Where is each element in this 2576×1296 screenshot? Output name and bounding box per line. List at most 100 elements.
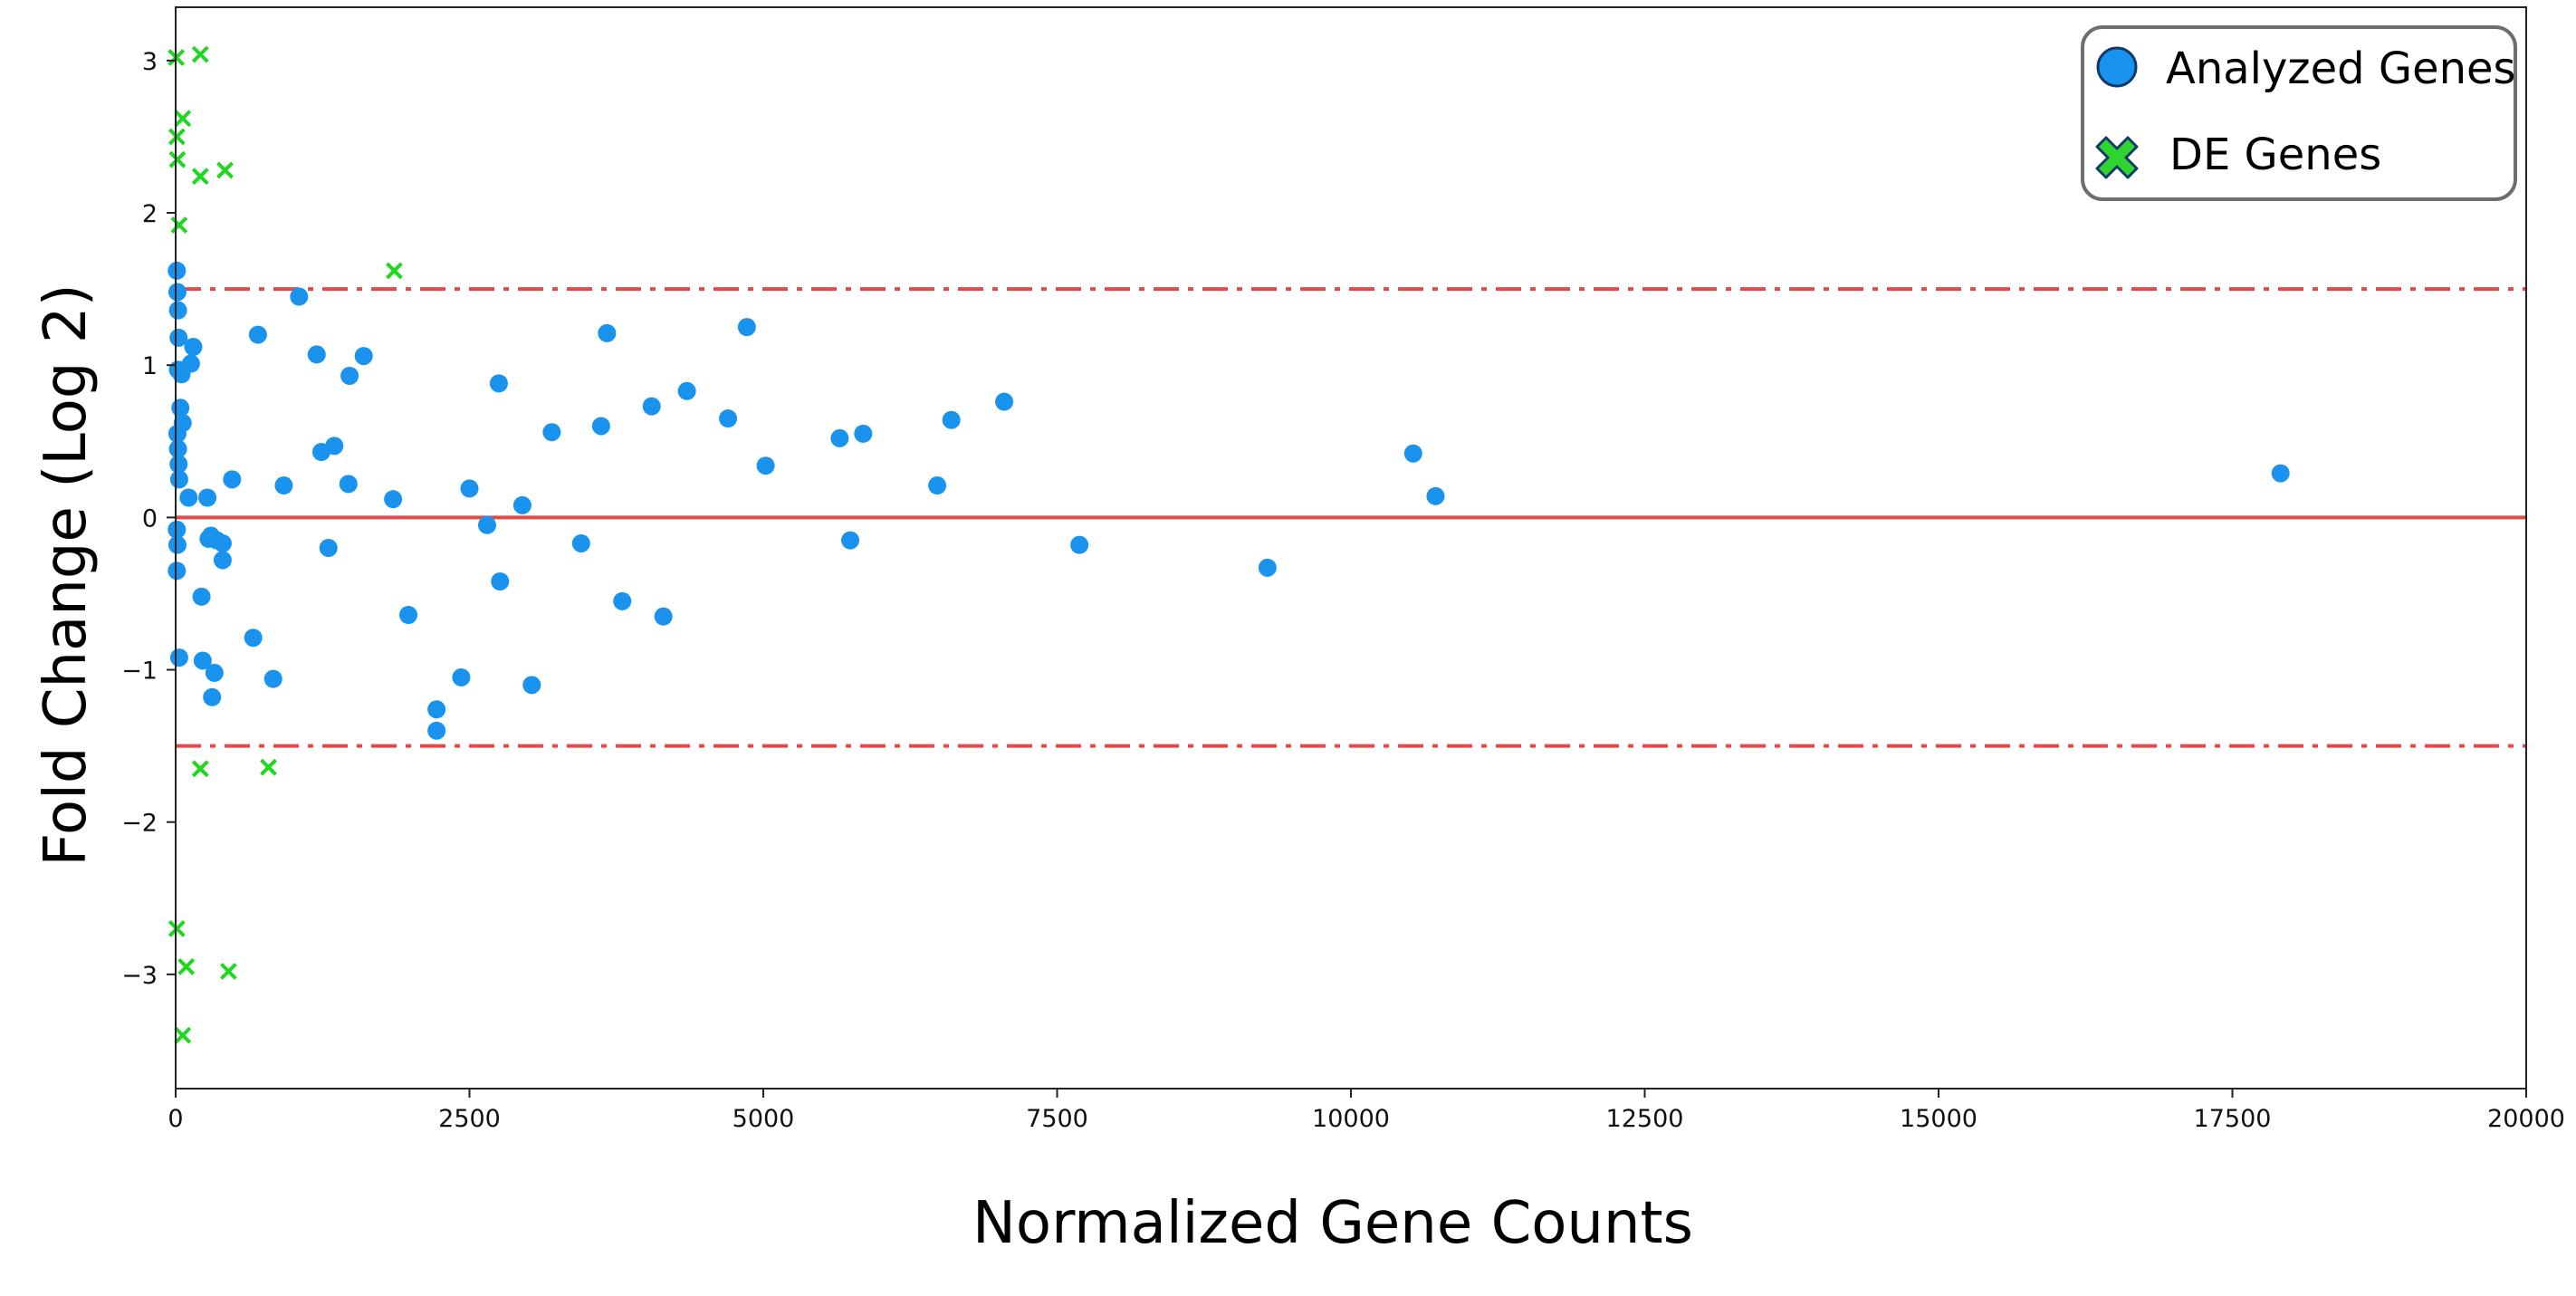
de-gene-point — [168, 920, 186, 937]
analyzed-gene-point — [384, 490, 403, 509]
x-tick-label: 10000 — [1312, 1105, 1390, 1133]
analyzed-gene-point — [1403, 444, 1422, 463]
legend-label-de-genes: DE Genes — [2169, 130, 2381, 180]
analyzed-gene-point — [169, 470, 188, 489]
legend: Analyzed Genes DE Genes — [2081, 25, 2517, 201]
de-gene-point — [191, 760, 209, 778]
analyzed-gene-point — [168, 535, 187, 554]
analyzed-gene-point — [248, 325, 267, 344]
analyzed-gene-point — [427, 721, 446, 740]
analyzed-gene-point — [591, 417, 610, 436]
y-tick-label: −2 — [121, 810, 158, 838]
legend-label-analyzed-genes: Analyzed Genes — [2166, 43, 2516, 94]
reference-lines — [176, 287, 2526, 748]
de-gene-point — [191, 168, 209, 186]
de-gene-point — [191, 45, 209, 63]
analyzed-gene-point — [854, 424, 873, 443]
analyzed-gene-point — [169, 648, 188, 667]
analyzed-gene-point — [213, 533, 232, 552]
analyzed-gene-point — [995, 392, 1014, 411]
de-gene-point — [177, 958, 196, 975]
analyzed-gene-point — [168, 261, 187, 280]
analyzed-gene-point — [193, 651, 212, 670]
analyzed-gene-point — [274, 476, 293, 495]
x-tick-label: 20000 — [2487, 1105, 2565, 1133]
analyzed-gene-point — [181, 354, 200, 373]
analyzed-gene-point — [399, 605, 418, 624]
y-tick-label: 1 — [142, 352, 158, 380]
axis-ticks: 0 2500 5000 7500 10000 12500 15000 17500 20000 −3… — [121, 48, 2565, 1133]
analyzed-gene-point — [213, 551, 232, 570]
x-tick-label: 15000 — [1900, 1105, 1977, 1133]
analyzed-gene-point — [354, 347, 373, 366]
x-tick-label: 17500 — [2194, 1105, 2272, 1133]
analyzed-gene-point — [339, 475, 358, 494]
analyzed-gene-point — [205, 663, 224, 682]
analyzed-gene-point — [179, 488, 198, 507]
analyzed-gene-point — [642, 397, 661, 416]
analyzed-gene-point — [756, 456, 775, 475]
y-tick-label: 2 — [142, 200, 158, 228]
analyzed-gene-point — [491, 571, 510, 590]
analyzed-gene-point — [171, 398, 190, 418]
analyzed-gene-point — [522, 676, 541, 695]
y-tick-label: 3 — [142, 48, 158, 76]
analyzed-gene-point — [198, 488, 217, 507]
analyzed-gene-point — [263, 669, 282, 688]
analyzed-gene-point — [168, 520, 187, 539]
analyzed-gene-point — [452, 667, 471, 686]
de-gene-point — [260, 758, 277, 776]
analyzed-gene-point — [830, 428, 849, 447]
analyzed-gene-point — [168, 424, 187, 443]
analyzed-gene-point — [203, 687, 222, 706]
analyzed-gene-point — [1258, 558, 1277, 577]
de-gene-point — [386, 262, 403, 280]
analyzed-gene-point — [489, 374, 508, 393]
analyzed-gene-point — [340, 366, 359, 385]
x-tick-label: 12500 — [1606, 1105, 1684, 1133]
analyzed-gene-point — [168, 283, 187, 302]
analyzed-gene-point — [598, 323, 617, 342]
analyzed-gene-point — [654, 607, 673, 626]
analyzed-gene-point — [192, 587, 211, 606]
analyzed-gene-point — [512, 495, 531, 514]
de-gene-point — [170, 216, 188, 234]
analyzed-gene-point — [1070, 535, 1089, 554]
analyzed-gene-point — [168, 439, 187, 458]
y-axis-title: Fold Change (Log 2) — [33, 283, 100, 866]
analyzed-gene-point — [325, 437, 344, 456]
analyzed-gene-point — [1426, 486, 1445, 505]
legend-circle-marker — [2096, 46, 2138, 88]
analyzed-gene-point — [307, 345, 326, 364]
analyzed-gene-point — [571, 533, 590, 552]
x-tick-label: 2500 — [438, 1105, 501, 1133]
analyzed-gene-point — [542, 423, 561, 442]
x-tick-label: 0 — [168, 1105, 183, 1133]
de-gene-point — [168, 150, 187, 168]
x-tick-label: 7500 — [1026, 1105, 1088, 1133]
y-tick-label: −3 — [121, 962, 158, 990]
analyzed-gene-point — [223, 470, 242, 489]
de-gene-point — [168, 128, 186, 146]
analyzed-gene-point — [942, 410, 961, 429]
legend-x-marker — [2095, 136, 2139, 179]
x-axis-title: Normalized Gene Counts — [972, 1190, 1693, 1257]
analyzed-gene-point — [2271, 464, 2290, 483]
analyzed-gene-point — [841, 531, 860, 550]
data-points — [168, 45, 2290, 1044]
analyzed-gene-point — [290, 287, 309, 306]
analyzed-gene-point — [169, 328, 188, 347]
analyzed-gene-point — [244, 629, 263, 648]
analyzed-gene-point — [460, 479, 479, 498]
de-gene-point — [174, 1026, 192, 1044]
analyzed-gene-point — [613, 591, 632, 610]
analyzed-gene-point — [477, 515, 496, 534]
analyzed-gene-point — [319, 539, 338, 557]
analyzed-gene-point — [427, 700, 446, 719]
legend-box — [2081, 25, 2517, 201]
analyzed-gene-point — [168, 562, 187, 581]
analyzed-gene-point — [677, 381, 696, 400]
y-tick-label: 0 — [142, 504, 158, 533]
